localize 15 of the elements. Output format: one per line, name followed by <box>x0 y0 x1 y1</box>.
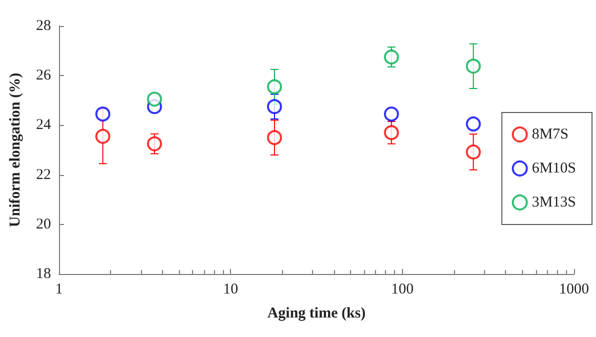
legend-label: 8M7S <box>532 126 569 142</box>
y-axis-title: Uniform elongation (%) <box>8 72 24 228</box>
y-tick-label: 26 <box>36 68 52 84</box>
y-tick-label: 18 <box>36 266 51 282</box>
x-tick-label: 10 <box>223 282 238 298</box>
x-tick-label: 1000 <box>559 282 589 298</box>
x-axis-title: Aging time (ks) <box>267 306 366 322</box>
y-tick-label: 22 <box>36 166 51 183</box>
y-tick-label: 24 <box>36 117 52 134</box>
x-tick-label: 100 <box>391 282 414 298</box>
x-tick-label: 1 <box>55 282 63 298</box>
y-tick-label: 20 <box>36 216 51 232</box>
legend-label: 6M10S <box>532 160 576 176</box>
y-tick-label: 28 <box>36 18 51 34</box>
legend-label: 3M13S <box>532 194 576 210</box>
